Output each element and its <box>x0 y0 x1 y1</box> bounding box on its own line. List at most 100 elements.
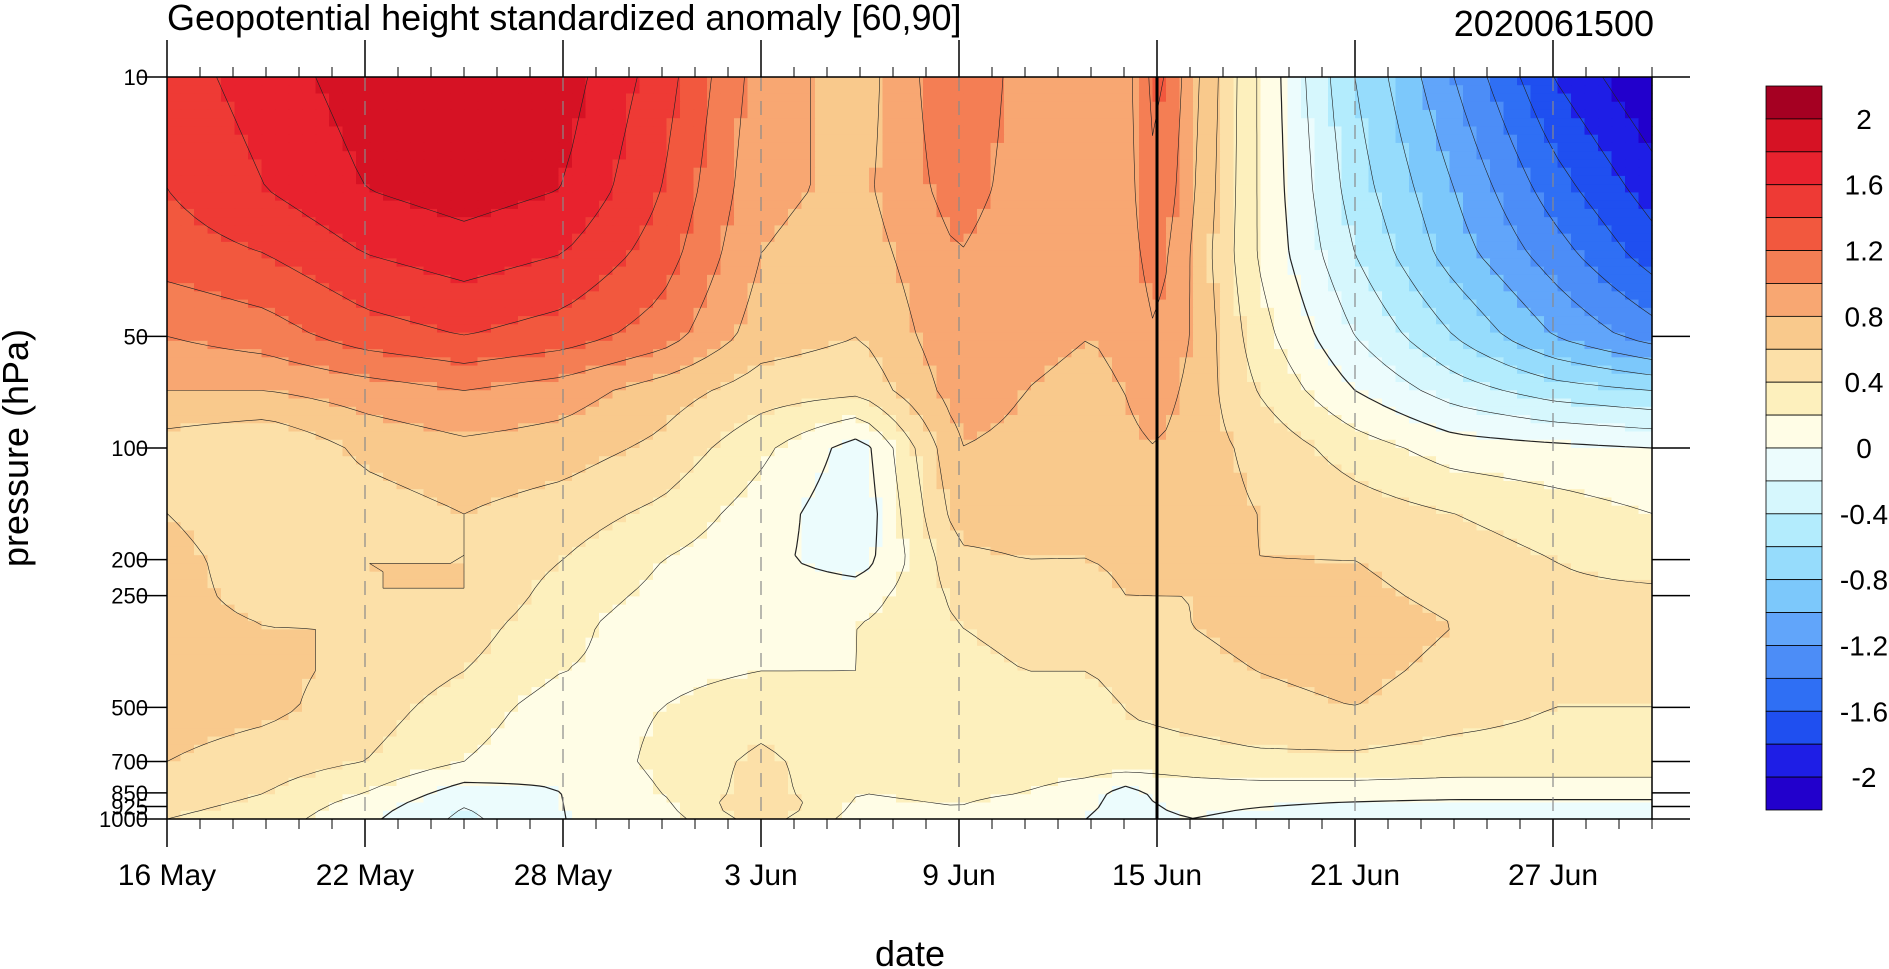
contour-cell <box>1031 340 1046 350</box>
contour-cell <box>423 382 438 391</box>
contour-cell <box>356 167 371 177</box>
contour-cell <box>896 184 911 194</box>
contour-cell <box>1152 332 1167 342</box>
contour-cell <box>1314 159 1329 169</box>
contour-cell <box>1314 208 1329 218</box>
contour-cell <box>896 192 911 202</box>
contour-cell <box>815 307 830 317</box>
contour-cell <box>1179 332 1194 342</box>
contour-cell <box>167 357 182 367</box>
contour-cell <box>1517 241 1532 251</box>
contour-cell <box>1544 357 1559 367</box>
contour-cell <box>1584 184 1599 194</box>
contour-cell <box>450 324 465 334</box>
contour-cell <box>1395 85 1410 95</box>
contour-cell <box>329 151 344 161</box>
contour-cell <box>1260 151 1275 161</box>
contour-cell <box>1260 307 1275 317</box>
contour-cell <box>828 192 843 202</box>
contour-cell <box>1463 192 1478 202</box>
contour-cell <box>896 398 911 408</box>
contour-cell <box>491 390 506 400</box>
contour-cell <box>1598 365 1613 375</box>
contour-cell <box>612 167 627 177</box>
contour-cell <box>761 118 776 128</box>
contour-cell <box>207 373 222 383</box>
contour-cell <box>855 307 870 317</box>
contour-cell <box>936 299 951 309</box>
contour-cell <box>1260 332 1275 342</box>
contour-cell <box>1071 142 1086 152</box>
contour-cell <box>977 175 992 185</box>
contour-cell <box>221 217 236 226</box>
contour-cell <box>1125 439 1140 449</box>
contour-cell <box>936 101 951 111</box>
contour-cell <box>1301 349 1316 358</box>
contour-cell <box>1314 200 1329 210</box>
contour-cell <box>207 349 222 358</box>
contour-cell <box>1166 159 1181 169</box>
contour-cell <box>504 431 519 441</box>
contour-cell <box>1301 307 1316 317</box>
contour-cell <box>936 274 951 284</box>
contour-cell <box>1058 200 1073 210</box>
contour-cell <box>1638 266 1653 276</box>
contour-cell <box>558 142 573 152</box>
contour-cell <box>977 142 992 152</box>
contour-cell <box>1004 151 1019 161</box>
contour-cell <box>1058 142 1073 152</box>
contour-cell <box>437 208 452 218</box>
contour-cell <box>1017 349 1032 358</box>
contour-cell <box>950 134 965 144</box>
contour-cell <box>545 448 560 457</box>
contour-cell <box>329 274 344 284</box>
contour-cell <box>1274 406 1289 416</box>
contour-cell <box>882 340 897 350</box>
contour-cell <box>585 241 600 251</box>
contour-cell <box>1463 250 1478 259</box>
contour-cell <box>1611 439 1626 449</box>
contour-cell <box>1314 192 1329 202</box>
contour-cell <box>1220 250 1235 259</box>
contour-cell <box>923 291 938 301</box>
contour-cell <box>1260 266 1275 276</box>
contour-cell <box>1328 159 1343 169</box>
contour-cell <box>869 217 884 226</box>
contour-cell <box>1098 357 1113 367</box>
contour-cell <box>1382 365 1397 375</box>
contour-cell <box>396 142 411 152</box>
contour-cell <box>1503 175 1518 185</box>
contour-cell <box>234 299 249 309</box>
contour-cell <box>680 423 695 433</box>
contour-cell <box>1274 423 1289 433</box>
contour-cell <box>720 316 735 325</box>
contour-cell <box>653 225 668 235</box>
contour-cell <box>693 373 708 383</box>
contour-cell <box>774 431 789 441</box>
contour-cell <box>1206 118 1221 128</box>
contour-cell <box>653 109 668 119</box>
contour-cell <box>261 258 276 268</box>
contour-cell <box>1530 93 1545 103</box>
contour-cell <box>302 217 317 226</box>
contour-cell <box>558 101 573 111</box>
contour-cell <box>1017 258 1032 268</box>
contour-cell <box>1368 192 1383 202</box>
contour-cell <box>1355 316 1370 325</box>
contour-cell <box>1125 126 1140 136</box>
contour-cell <box>477 118 492 128</box>
contour-cell <box>1179 340 1194 350</box>
contour-cell <box>707 184 722 194</box>
contour-cell <box>788 291 803 301</box>
contour-cell <box>1247 151 1262 161</box>
contour-cell <box>612 101 627 111</box>
contour-cell <box>1368 316 1383 325</box>
contour-cell <box>518 225 533 235</box>
contour-cell <box>1193 258 1208 268</box>
contour-cell <box>1085 184 1100 194</box>
contour-cell <box>1179 283 1194 292</box>
contour-cell <box>585 365 600 375</box>
contour-cell <box>207 200 222 210</box>
contour-cell <box>1544 299 1559 309</box>
contour-cell <box>167 126 182 136</box>
